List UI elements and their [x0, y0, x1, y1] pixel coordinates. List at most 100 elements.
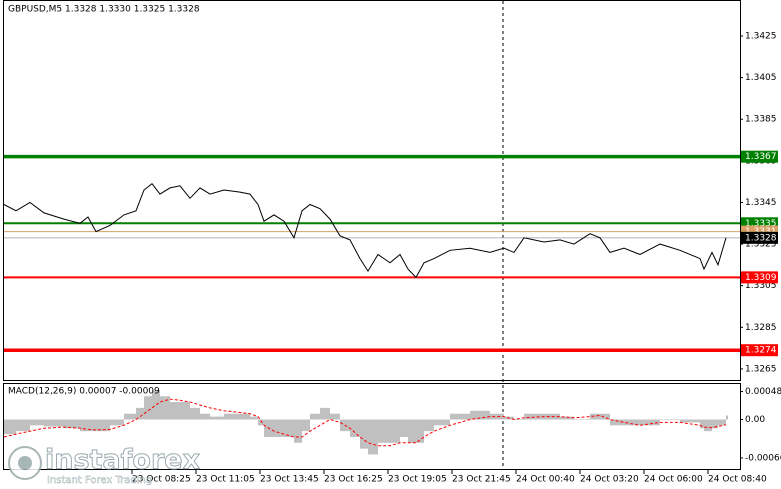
macd-bar — [144, 396, 152, 420]
macd-bar — [258, 419, 264, 426]
macd-bar — [302, 419, 310, 432]
level-label: 1.3335 — [745, 219, 777, 229]
logo-core — [18, 456, 32, 470]
macd-bar — [470, 410, 490, 420]
level-label-box — [741, 231, 778, 244]
macd-bar — [44, 419, 64, 427]
price-line — [3, 182, 727, 279]
y-tick-label: 1.3305 — [745, 281, 777, 291]
x-tick-label: 23 Oct 13:45 — [260, 475, 319, 485]
y-tick-label: 1.3405 — [745, 73, 777, 83]
macd-bar — [350, 419, 360, 437]
macd-bar — [30, 419, 44, 426]
macd-bar — [712, 419, 718, 429]
macd-bar — [80, 419, 88, 432]
macd-bar — [88, 419, 96, 432]
level-label-box — [741, 150, 778, 163]
macd-bar — [360, 419, 368, 449]
macd-bar — [704, 419, 712, 432]
macd-bar — [424, 419, 434, 432]
price-frame — [3, 0, 741, 381]
macd-bar — [368, 419, 378, 455]
x-tick-label: 23 Oct 16:25 — [324, 475, 383, 485]
macd-bar — [624, 419, 640, 426]
macd-bar — [284, 419, 294, 437]
macd-bar — [718, 419, 726, 426]
x-tick-label: 24 Oct 08:40 — [708, 475, 767, 485]
macd-bar — [170, 402, 180, 420]
macd-bar — [408, 419, 416, 443]
macd-bar — [680, 419, 700, 423]
macd-bar — [250, 416, 258, 420]
level-label: 1.3328 — [745, 233, 777, 243]
macd-bar — [590, 413, 600, 420]
macd-bar — [136, 407, 144, 420]
macd-bar — [210, 416, 224, 420]
macd-bar — [224, 413, 240, 420]
macd-bar — [378, 419, 390, 443]
macd-bar — [390, 419, 400, 443]
macd-bar — [400, 419, 408, 437]
x-tick-label: 23 Oct 08:25 — [132, 475, 191, 485]
y-tick-label: 0.00 — [745, 415, 765, 425]
x-tick-label: 24 Oct 00:40 — [516, 475, 575, 485]
macd-bar — [240, 413, 250, 420]
macd-bar — [294, 419, 302, 443]
macd-bar — [434, 419, 450, 426]
macd-bar — [190, 407, 200, 420]
x-tick-label: 24 Oct 03:20 — [580, 475, 639, 485]
watermark-subtext: Instant Forex Trading — [47, 475, 152, 486]
y-tick-label: 1.3345 — [745, 198, 777, 208]
macd-bar — [574, 419, 590, 421]
macd-bar — [274, 419, 284, 437]
macd-title: MACD(12,26,9) 0.00007 -0.00009 — [8, 387, 160, 397]
macd-bar — [600, 413, 610, 420]
macd-bar — [560, 416, 574, 420]
macd-bar — [610, 419, 624, 426]
y-tick-label: 1.3425 — [745, 31, 777, 41]
x-tick-label: 23 Oct 21:45 — [452, 475, 511, 485]
macd-bar — [110, 419, 124, 426]
chart-title: GBPUSD,M5 1.3328 1.3330 1.3325 1.3328 — [8, 5, 200, 15]
y-tick-label: 1.3285 — [745, 323, 777, 333]
macd-bar — [416, 419, 424, 443]
macd-bar — [160, 396, 170, 420]
y-tick-label: 1.3265 — [745, 364, 777, 374]
macd-frame — [3, 383, 741, 470]
macd-bar — [450, 413, 470, 420]
x-tick-label: 23 Oct 11:05 — [196, 475, 255, 485]
macd-bar — [64, 419, 80, 429]
macd-bar — [200, 413, 210, 420]
level-label-box — [741, 344, 778, 357]
macd-bar — [124, 413, 136, 420]
level-label: 1.3309 — [745, 273, 777, 283]
macd-bar — [524, 413, 544, 420]
y-tick-label: 1.3385 — [745, 115, 777, 125]
macd-bar — [514, 419, 524, 421]
y-tick-label: 1.3325 — [745, 240, 777, 250]
macd-bar — [4, 419, 16, 435]
level-label-box — [741, 271, 778, 284]
macd-bar — [320, 407, 330, 420]
level-label: 1.3274 — [745, 346, 777, 356]
macd-bar — [16, 419, 30, 432]
level-label: 1.3367 — [745, 152, 777, 162]
macd-bar — [726, 415, 728, 420]
macd-bar — [330, 413, 340, 420]
y-tick-label: 0.00048 — [745, 387, 781, 397]
macd-bar — [152, 390, 160, 420]
x-tick-label: 24 Oct 06:00 — [644, 475, 703, 485]
x-tick-label: 23 Oct 19:05 — [388, 475, 447, 485]
macd-bar — [490, 413, 504, 420]
macd-bar — [640, 419, 660, 426]
macd-bar — [310, 413, 320, 420]
macd-bar — [700, 419, 704, 429]
macd-bar — [660, 419, 680, 421]
signal-line — [3, 398, 727, 447]
macd-bar — [96, 419, 110, 432]
watermark-text: instaforex — [45, 445, 200, 476]
macd-bar — [180, 402, 190, 420]
